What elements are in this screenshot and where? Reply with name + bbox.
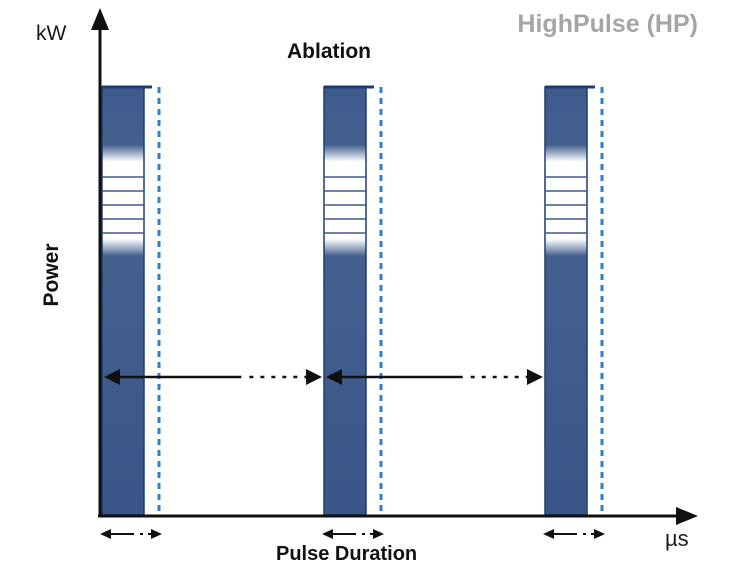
- pulse-bar: [544, 86, 588, 516]
- x-axis-unit-label: µs: [665, 526, 689, 551]
- arrowhead-right: [527, 369, 543, 385]
- pulse-group: [101, 85, 604, 516]
- x-axis-arrowhead: [676, 507, 698, 525]
- x-axis-label: Pulse Duration: [276, 543, 418, 565]
- arrowhead-left: [100, 529, 111, 539]
- arrowhead-right: [151, 529, 162, 539]
- y-axis-label: Power: [40, 243, 63, 307]
- arrowhead-left: [326, 369, 342, 385]
- y-axis-unit-label: kW: [36, 22, 67, 45]
- mode-label: Ablation: [287, 40, 371, 63]
- duration-arrow-3: [543, 529, 605, 539]
- pulse-1: [101, 85, 161, 516]
- axes: [91, 8, 698, 525]
- arrowhead-left: [322, 529, 333, 539]
- arrowhead-right: [373, 529, 384, 539]
- interval-arrow-1: [104, 369, 322, 385]
- pulse-bar: [323, 86, 367, 516]
- pulse-2: [323, 85, 383, 516]
- interval-arrow-2: [326, 369, 543, 385]
- pulse-bar: [101, 86, 145, 516]
- arrowhead-right: [594, 529, 605, 539]
- arrowhead-left: [104, 369, 120, 385]
- duration-arrows: [100, 529, 605, 539]
- duration-arrow-1: [100, 529, 162, 539]
- diagram-title: HighPulse (HP): [517, 10, 698, 38]
- y-axis-arrowhead: [91, 8, 109, 30]
- arrowhead-left: [543, 529, 554, 539]
- arrowhead-right: [306, 369, 322, 385]
- duration-arrow-2: [322, 529, 384, 539]
- interval-arrows: [104, 369, 543, 385]
- pulse-3: [544, 85, 604, 516]
